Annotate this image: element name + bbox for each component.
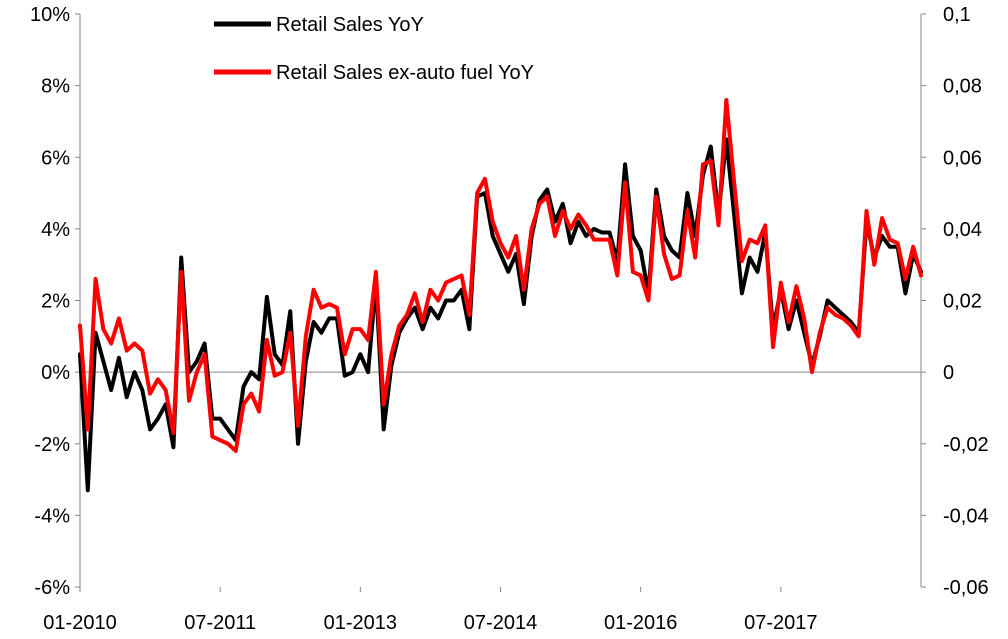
legend-label: Retail Sales ex-auto fuel YoY: [276, 62, 534, 84]
legend: Retail Sales YoY Retail Sales ex-auto fue…: [214, 14, 534, 84]
legend-label: Retail Sales YoY: [276, 14, 424, 36]
series-line-retail-sales: [78, 137, 923, 493]
right-y-tick-label: 0,02: [943, 291, 982, 313]
right-y-tick-label: -0,04: [943, 505, 989, 527]
right-y-tick-label: 0,08: [943, 76, 982, 98]
x-tick-label: 07-2011: [184, 612, 256, 634]
series-line-retail-sales-ex-auto-fuel: [78, 97, 923, 453]
left-y-tick-label: -2%: [34, 434, 70, 456]
left-y-tick-label: 2%: [41, 291, 70, 313]
x-tick-label: 01-2016: [604, 612, 677, 634]
right-y-tick-label: 0: [943, 362, 954, 384]
series-layer: [78, 97, 923, 493]
left-y-tick-label: 6%: [41, 147, 70, 169]
x-tick-label: 07-2017: [744, 612, 817, 634]
right-y-tick-label: 0,06: [943, 147, 982, 169]
right-y-tick-label: -0,02: [943, 434, 989, 456]
left-y-tick-label: 10%: [30, 4, 70, 26]
left-y-tick-label: 4%: [41, 219, 70, 241]
left-y-tick-label: -4%: [34, 505, 70, 527]
x-tick-label: 07-2014: [464, 612, 537, 634]
right-y-tick-label: 0,1: [943, 4, 971, 26]
right-y-tick-label: -0,06: [943, 577, 989, 599]
left-y-tick-label: 0%: [41, 362, 70, 384]
x-axis: 01-2010 07-2011 01-2013 07-2014 01-2016 07-20…: [43, 587, 818, 634]
x-tick-label: 01-2010: [43, 612, 116, 634]
left-y-tick-label: 8%: [41, 76, 70, 98]
right-y-tick-label: 0,04: [943, 219, 982, 241]
x-tick-label: 01-2013: [324, 612, 397, 634]
right-y-axis: -0,06 -0,04 -0,02 0 0,02 0,04 0,06 0,08 0,1: [921, 4, 989, 599]
left-y-tick-label: -6%: [34, 577, 70, 599]
left-y-axis: -6% -4% -2% 0% 2% 4% 6% 8% 10%: [30, 4, 80, 599]
